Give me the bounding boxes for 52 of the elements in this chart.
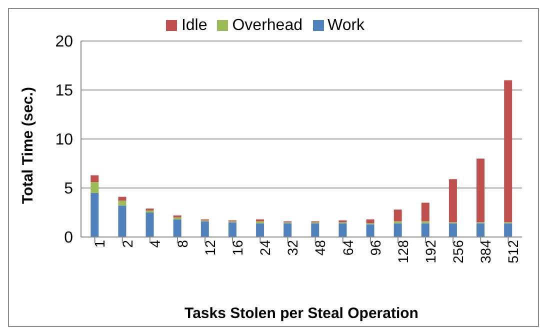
bar	[200, 221, 209, 237]
x-axis-title: Tasks Stolen per Steal Operation	[184, 305, 418, 322]
x-tick-label: 24	[257, 240, 274, 256]
bar	[146, 212, 154, 237]
bar	[504, 80, 512, 222]
bar	[173, 219, 182, 237]
y-tick-label: 5	[64, 180, 74, 198]
bar	[366, 224, 374, 237]
legend-label: Overhead	[232, 17, 302, 34]
x-tick-label: 64	[340, 240, 356, 256]
bar	[394, 210, 402, 222]
y-tick-label: 15	[55, 82, 74, 100]
bar	[118, 196, 126, 201]
legend-label: Work	[328, 17, 365, 34]
y-tick-label: 10	[55, 132, 74, 149]
y-tick-label: 20	[55, 34, 74, 51]
bar	[366, 219, 374, 224]
bar	[421, 202, 430, 222]
x-tick-label: 512	[505, 240, 522, 264]
legend-label: Idle	[181, 17, 208, 34]
bar	[90, 182, 99, 193]
x-tick-label: 8	[174, 240, 190, 248]
bar	[476, 223, 485, 237]
bar	[448, 179, 457, 222]
bar	[256, 223, 264, 237]
bar	[228, 222, 236, 237]
x-tick-label: 384	[478, 240, 494, 264]
bar	[118, 206, 126, 237]
bar	[118, 200, 126, 206]
bar	[394, 223, 402, 237]
y-tick-label: 0	[64, 230, 74, 247]
x-tick-label: 2	[119, 240, 136, 248]
x-tick-label: 128	[394, 240, 411, 264]
bar	[504, 223, 512, 237]
bar	[284, 223, 292, 237]
x-tick-label: 96	[367, 240, 384, 256]
x-tick-label: 16	[230, 240, 246, 256]
x-tick-label: 192	[422, 240, 438, 264]
x-tick-label: 48	[312, 240, 328, 256]
x-tick-label: 4	[146, 240, 163, 248]
bar	[90, 175, 99, 182]
x-tick-label: 256	[450, 240, 466, 264]
bar	[476, 158, 485, 222]
x-tick-label: 12	[202, 240, 218, 256]
bar	[448, 223, 457, 237]
bar	[421, 223, 430, 237]
bar	[90, 192, 99, 237]
x-tick-label: 1	[92, 240, 108, 248]
y-axis-title: Total Time (sec.)	[19, 87, 36, 204]
bar	[338, 223, 347, 237]
x-tick-label: 32	[284, 240, 301, 256]
bar	[311, 223, 320, 237]
